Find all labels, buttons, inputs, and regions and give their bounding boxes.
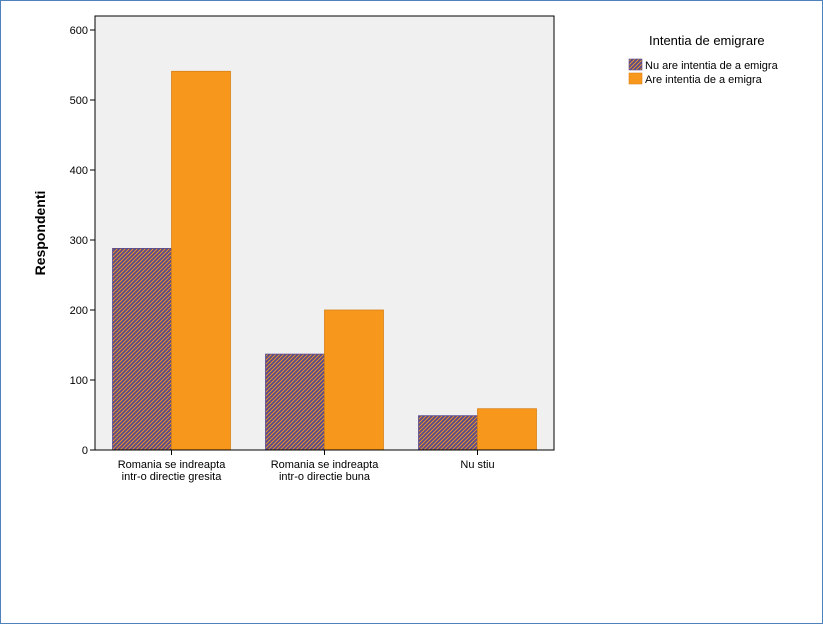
legend-entry-label: Nu are intentia de a emigra: [645, 60, 779, 72]
bar-nu-are-intentia: [418, 415, 478, 451]
bar-are-intentia: [171, 70, 231, 451]
bar-nu-are-intentia: [265, 353, 325, 451]
x-category-label: Nu stiu: [460, 459, 494, 471]
y-axis-label: Respondenti: [32, 191, 48, 276]
legend-swatch: [628, 58, 643, 71]
bar-are-intentia: [477, 408, 537, 451]
legend-entry-label: Are intentia de a emigra: [645, 74, 763, 86]
legend-swatch: [628, 72, 643, 85]
y-tick-label: 400: [70, 165, 88, 177]
bar-nu-are-intentia: [112, 247, 172, 451]
legend-title: Intentia de emigrare: [649, 33, 765, 48]
y-tick-label: 300: [70, 235, 88, 247]
y-tick-label: 500: [70, 95, 88, 107]
bar-are-intentia: [324, 309, 384, 451]
x-category-label: intr-o directie gresita: [122, 471, 223, 483]
legend: Intentia de emigrare Nu are intentia de …: [628, 33, 779, 86]
x-category-label: Romania se indreapta: [271, 459, 380, 471]
y-tick-label: 200: [70, 305, 88, 317]
x-category-label: intr-o directie buna: [279, 471, 371, 483]
y-tick-label: 0: [82, 445, 88, 457]
y-tick-label: 600: [70, 25, 88, 37]
x-category-label: Romania se indreapta: [118, 459, 227, 471]
y-tick-label: 100: [70, 375, 88, 387]
